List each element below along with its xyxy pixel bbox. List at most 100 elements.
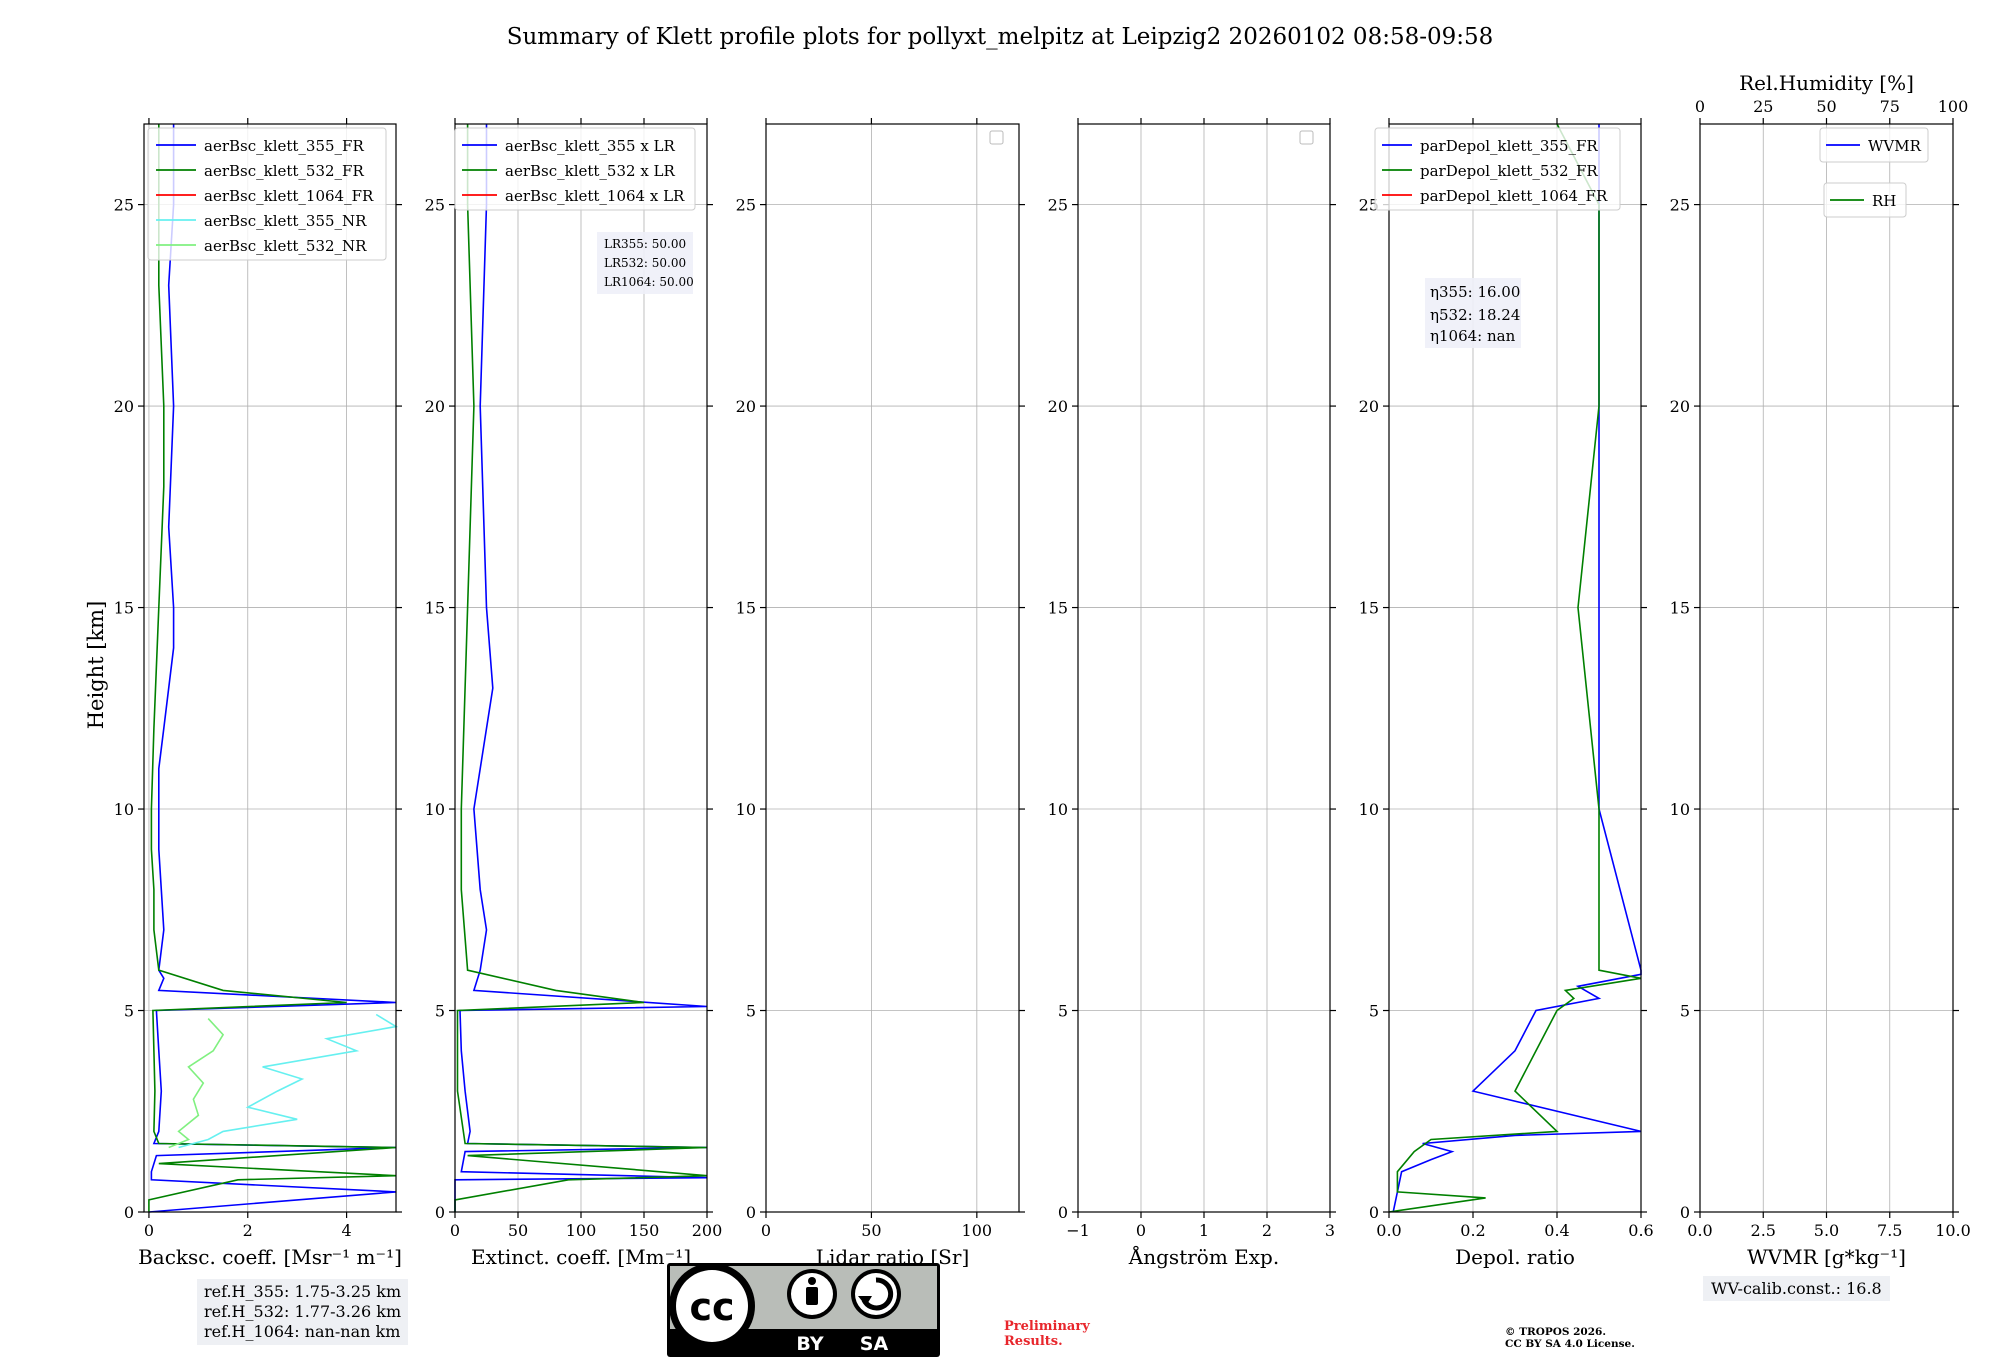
- cc-by-sa-badge: cc BY SA: [667, 1263, 940, 1357]
- y-tick-label: 15: [1670, 599, 1690, 618]
- y-tick-label: 10: [736, 800, 756, 819]
- depol-annotation: η355: 16.00 η532: 18.24 η1064: nan: [1425, 278, 1521, 348]
- series-aerbsc-klett-532-nr: [168, 1018, 225, 1149]
- y-tick-label: 10: [1670, 800, 1690, 819]
- x-tick-label: 0.4: [1544, 1221, 1569, 1240]
- legend-label: aerBsc_klett_1064_FR: [204, 187, 374, 205]
- x-tick-label: 0: [450, 1221, 460, 1240]
- reference-heights-box: ref.H_355: 1.75-3.25 km ref.H_532: 1.77-…: [197, 1279, 409, 1345]
- copyright-note: © TROPOS 2026. CC BY SA 4.0 License.: [1505, 1326, 1635, 1350]
- annotation-eta1064: η1064: nan: [1430, 327, 1516, 345]
- series-pardepol-klett-355-fr: [1392, 124, 1642, 1213]
- y-tick-label: 10: [1048, 800, 1068, 819]
- license-sa-text: SA: [860, 1333, 889, 1355]
- x-tick-label: 0: [761, 1221, 771, 1240]
- legend-empty-angstrom: [1299, 130, 1314, 145]
- x-tick-label: 2: [1262, 1221, 1272, 1240]
- legend-label: WVMR: [1868, 137, 1922, 155]
- series-aerbsc-klett-532-fr: [148, 124, 397, 1212]
- top-x-tick-label: 75: [1880, 97, 1900, 116]
- legend-rh: RH: [1823, 182, 1907, 218]
- x-tick-label: 100: [566, 1221, 597, 1240]
- x-tick-label: 50: [861, 1221, 881, 1240]
- figure-title: Summary of Klett profile plots for polly…: [507, 24, 1494, 50]
- y-tick-label: 25: [736, 196, 756, 215]
- preliminary-note: Preliminary Results.: [1004, 1319, 1090, 1349]
- y-tick-label: 0: [435, 1203, 445, 1222]
- y-tick-label: 5: [1680, 1002, 1690, 1021]
- y-tick-label: 10: [114, 800, 134, 819]
- legend-label: parDepol_klett_532_FR: [1420, 162, 1598, 180]
- legend-empty-lidar-ratio: [989, 130, 1004, 145]
- y-tick-label: 10: [425, 800, 445, 819]
- y-tick-label: 5: [124, 1002, 134, 1021]
- legend-extinction: aerBsc_klett_355 x LR aerBsc_klett_532 x…: [454, 127, 696, 211]
- y-tick-label: 25: [1048, 196, 1068, 215]
- x-tick-label: 0: [1136, 1221, 1146, 1240]
- x-axis-label: WVMR [g*kg⁻¹]: [1747, 1245, 1906, 1269]
- axes-frame: [765, 123, 1020, 1213]
- x-axis-label: Depol. ratio: [1455, 1245, 1575, 1269]
- x-tick-label: 10.0: [1935, 1221, 1971, 1240]
- y-tick-label: 0: [1058, 1203, 1068, 1222]
- ref-height-355: ref.H_355: 1.75-3.25 km: [204, 1282, 402, 1301]
- legend-depol: parDepol_klett_355_FR parDepol_klett_532…: [1374, 127, 1621, 211]
- license-by-text: BY: [796, 1333, 823, 1355]
- y-tick-label: 25: [1359, 196, 1379, 215]
- annotation-lr1064: LR1064: 50.00: [604, 275, 694, 289]
- x-tick-label: 2: [243, 1221, 253, 1240]
- y-tick-label: 15: [1359, 599, 1379, 618]
- series-aerbsc-klett-355-nr: [178, 1013, 399, 1149]
- x-tick-label: 4: [341, 1221, 351, 1240]
- legend-label: RH: [1872, 192, 1896, 210]
- x-tick-label: 0: [144, 1221, 154, 1240]
- series-aerbsc-klett-355-fr: [148, 124, 397, 1213]
- wv-calib-text: WV-calib.const.: 16.8: [1711, 1279, 1882, 1298]
- top-x-axis-label: Rel.Humidity [%]: [1739, 71, 1914, 95]
- y-tick-label: 15: [1048, 599, 1068, 618]
- y-tick-label: 5: [435, 1002, 445, 1021]
- cc-logo-text: cc: [689, 1285, 734, 1329]
- y-tick-label: 25: [425, 196, 445, 215]
- top-x-tick-label: 100: [1938, 97, 1969, 116]
- y-tick-label: 10: [1359, 800, 1379, 819]
- lr-annotation: LR355: 50.00 LR532: 50.00 LR1064: 50.00: [597, 232, 694, 294]
- y-tick-label: 25: [1670, 196, 1690, 215]
- x-tick-label: 100: [962, 1221, 993, 1240]
- y-tick-label: 20: [1670, 397, 1690, 416]
- wv-calibration-box: WV-calib.const.: 16.8: [1703, 1276, 1890, 1301]
- series-aerbsc-klett-355-x-lr: [454, 124, 708, 1212]
- axes-frame: [143, 123, 397, 1213]
- top-x-tick-label: 0: [1695, 97, 1705, 116]
- panel-backscatter: 0 2 4 0 5 10 15 20 25 Backsc. coeff. [Msr⁻¹ m⁻¹]: [114, 118, 402, 1269]
- x-tick-label: 150: [629, 1221, 660, 1240]
- legend-label: parDepol_klett_1064_FR: [1420, 187, 1608, 205]
- y-tick-label: 5: [1058, 1002, 1068, 1021]
- series-aerbsc-klett-532-x-lr: [454, 124, 708, 1212]
- axes-frame: [1388, 123, 1642, 1213]
- x-axis-label: Ångström Exp.: [1128, 1244, 1279, 1269]
- preliminary-line-2: Results.: [1004, 1334, 1063, 1349]
- legend-wvmr: WVMR: [1819, 127, 1929, 163]
- legend-label: parDepol_klett_355_FR: [1420, 137, 1598, 155]
- legend-backscatter: aerBsc_klett_355_FR aerBsc_klett_532_FR …: [147, 127, 387, 261]
- annotation-eta355: η355: 16.00: [1430, 283, 1520, 301]
- y-tick-label: 20: [1359, 397, 1379, 416]
- y-tick-label: 0: [746, 1203, 756, 1222]
- preliminary-line-1: Preliminary: [1004, 1319, 1090, 1334]
- series-pardepol-klett-532-fr: [1388, 123, 1642, 1213]
- legend-label: aerBsc_klett_532 x LR: [505, 162, 676, 180]
- legend-label: aerBsc_klett_532_FR: [204, 162, 364, 180]
- y-tick-label: 20: [736, 397, 756, 416]
- y-tick-label: 15: [425, 599, 445, 618]
- x-axis-label: Backsc. coeff. [Msr⁻¹ m⁻¹]: [138, 1245, 402, 1269]
- legend-label: aerBsc_klett_355 x LR: [505, 137, 676, 155]
- x-tick-label: 3: [1325, 1221, 1335, 1240]
- x-tick-label: −1: [1066, 1221, 1090, 1240]
- x-tick-label: 0.0: [1376, 1221, 1401, 1240]
- annotation-eta532: η532: 18.24: [1430, 306, 1520, 324]
- y-tick-label: 20: [1048, 397, 1068, 416]
